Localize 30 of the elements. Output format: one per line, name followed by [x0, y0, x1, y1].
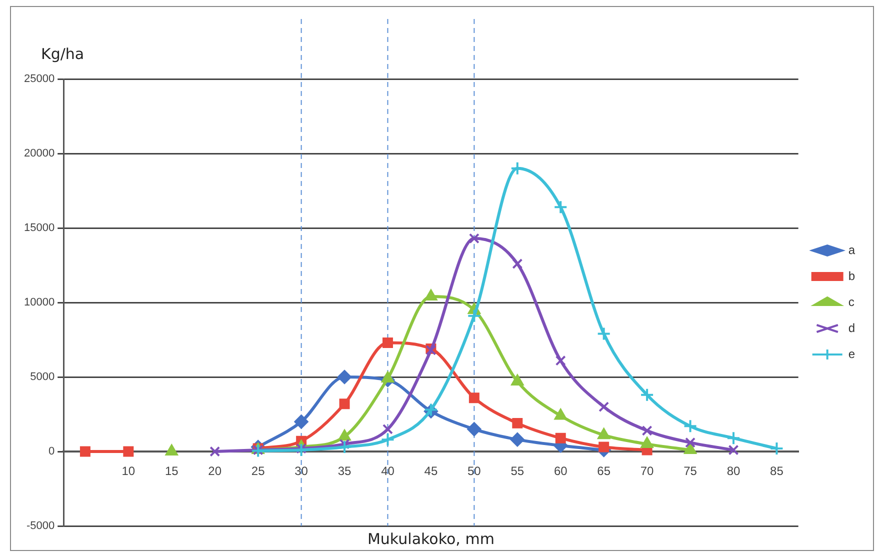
legend-label: e: [848, 346, 856, 361]
y-tick-label: 0: [48, 446, 55, 458]
x-tick-label: 10: [122, 464, 136, 478]
x-tick-label: 15: [164, 464, 179, 478]
y-tick-label: 15000: [24, 222, 55, 234]
x-tick-label: 70: [640, 464, 654, 478]
x-tick-label: 80: [726, 464, 740, 478]
y-tick-label: 5000: [30, 371, 55, 384]
x-tick-label: 50: [467, 464, 482, 478]
x-axis-title: Mukulakoko, mm: [367, 530, 494, 548]
x-tick-label: 35: [338, 464, 352, 478]
y-tick-label: 25000: [24, 73, 55, 86]
x-tick-label: 25: [251, 464, 266, 478]
y-tick-label: 20000: [24, 148, 55, 160]
x-tick-label: 30: [294, 464, 308, 478]
legend-label: d: [848, 320, 856, 335]
x-tick-label: 65: [597, 464, 611, 478]
x-tick-label: 55: [510, 464, 524, 478]
y-tick-label: -5000: [26, 520, 55, 532]
x-tick-label: 40: [381, 464, 395, 478]
x-tick-label: 85: [770, 464, 784, 478]
x-tick-label: 45: [424, 464, 438, 478]
legend-label: a: [848, 242, 856, 257]
legend-label: c: [848, 294, 854, 309]
x-tick-label: 75: [684, 464, 698, 478]
x-tick-label: 20: [208, 464, 222, 478]
legend-label: b: [848, 268, 856, 283]
x-tick-label: 60: [554, 464, 568, 478]
y-axis-title: Kg/ha: [41, 45, 84, 63]
y-tick-label: 10000: [24, 296, 55, 309]
